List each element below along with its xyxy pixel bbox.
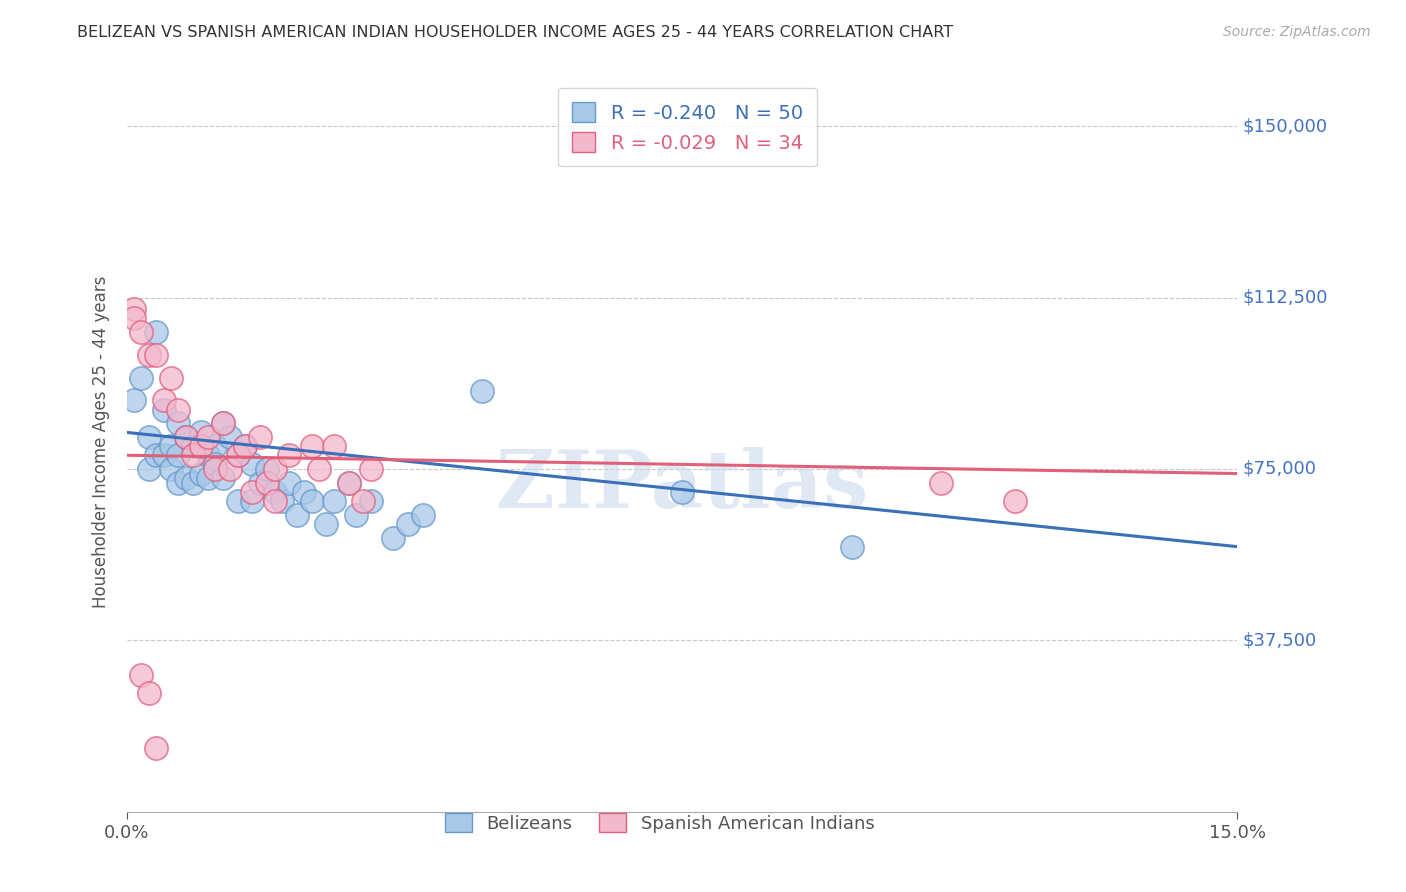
Point [242, 494, 264, 508]
Point [308, 462, 330, 476]
Point [382, 531, 405, 545]
Point [337, 475, 360, 490]
Point [174, 471, 197, 485]
Point [285, 508, 308, 522]
Point [197, 430, 219, 444]
Point [197, 471, 219, 485]
Point [152, 402, 174, 417]
Point [131, 667, 153, 681]
Point [242, 484, 264, 499]
Point [160, 462, 183, 476]
Point [263, 484, 285, 499]
Point [138, 686, 160, 700]
Point [204, 462, 226, 476]
Point [278, 475, 301, 490]
Point [360, 494, 382, 508]
Point [396, 516, 419, 531]
Point [256, 462, 278, 476]
Point [204, 439, 226, 453]
Point [211, 471, 233, 485]
Point [204, 458, 226, 472]
Point [211, 417, 233, 431]
Point [160, 370, 183, 384]
Text: Source: ZipAtlas.com: Source: ZipAtlas.com [1223, 25, 1371, 39]
Point [256, 475, 278, 490]
Point [145, 448, 167, 462]
Point [152, 393, 174, 408]
Point [1004, 494, 1026, 508]
Text: BELIZEAN VS SPANISH AMERICAN INDIAN HOUSEHOLDER INCOME AGES 25 - 44 YEARS CORREL: BELIZEAN VS SPANISH AMERICAN INDIAN HOUS… [77, 25, 953, 40]
Point [929, 475, 952, 490]
Point [138, 348, 160, 362]
Y-axis label: Householder Income Ages 25 - 44 years: Householder Income Ages 25 - 44 years [91, 276, 110, 607]
Text: $112,500: $112,500 [1243, 289, 1329, 307]
Point [167, 475, 190, 490]
Point [219, 462, 242, 476]
Point [301, 439, 323, 453]
Point [122, 393, 145, 408]
Point [197, 448, 219, 462]
Point [174, 430, 197, 444]
Point [174, 430, 197, 444]
Point [167, 417, 190, 431]
Point [301, 494, 323, 508]
Point [353, 494, 375, 508]
Point [412, 508, 434, 522]
Point [145, 325, 167, 339]
Point [337, 475, 360, 490]
Point [145, 740, 167, 755]
Point [278, 448, 301, 462]
Point [315, 516, 337, 531]
Point [219, 430, 242, 444]
Point [242, 458, 264, 472]
Point [181, 475, 204, 490]
Text: $37,500: $37,500 [1243, 632, 1317, 649]
Point [271, 494, 294, 508]
Point [471, 384, 494, 399]
Point [138, 430, 160, 444]
Point [292, 484, 315, 499]
Point [160, 439, 183, 453]
Point [360, 462, 382, 476]
Point [344, 508, 367, 522]
Point [190, 467, 212, 481]
Text: ZIPatlas: ZIPatlas [496, 447, 868, 525]
Legend: Belizeans, Spanish American Indians: Belizeans, Spanish American Indians [434, 803, 886, 844]
Point [131, 370, 153, 384]
Point [167, 448, 190, 462]
Point [145, 348, 167, 362]
Point [322, 494, 344, 508]
Point [671, 484, 693, 499]
Point [181, 448, 204, 462]
Point [152, 448, 174, 462]
Point [249, 430, 271, 444]
Text: $150,000: $150,000 [1243, 117, 1327, 136]
Point [138, 462, 160, 476]
Point [122, 301, 145, 316]
Point [167, 402, 190, 417]
Point [131, 325, 153, 339]
Point [263, 462, 285, 476]
Point [322, 439, 344, 453]
Point [249, 475, 271, 490]
Point [122, 311, 145, 326]
Point [190, 439, 212, 453]
Text: $75,000: $75,000 [1243, 460, 1317, 478]
Point [226, 448, 249, 462]
Point [211, 417, 233, 431]
Point [233, 439, 256, 453]
Point [226, 494, 249, 508]
Point [181, 439, 204, 453]
Point [233, 439, 256, 453]
Point [226, 448, 249, 462]
Point [841, 540, 863, 554]
Point [263, 494, 285, 508]
Point [190, 425, 212, 440]
